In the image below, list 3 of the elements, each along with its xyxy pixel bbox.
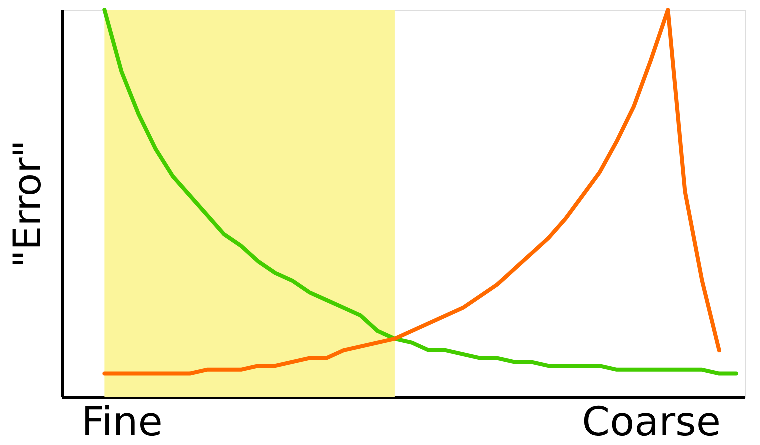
x-tick-label: Fine <box>82 400 163 445</box>
y-axis-title: "Error" <box>6 140 50 268</box>
x-tick-label: Coarse <box>582 400 721 445</box>
